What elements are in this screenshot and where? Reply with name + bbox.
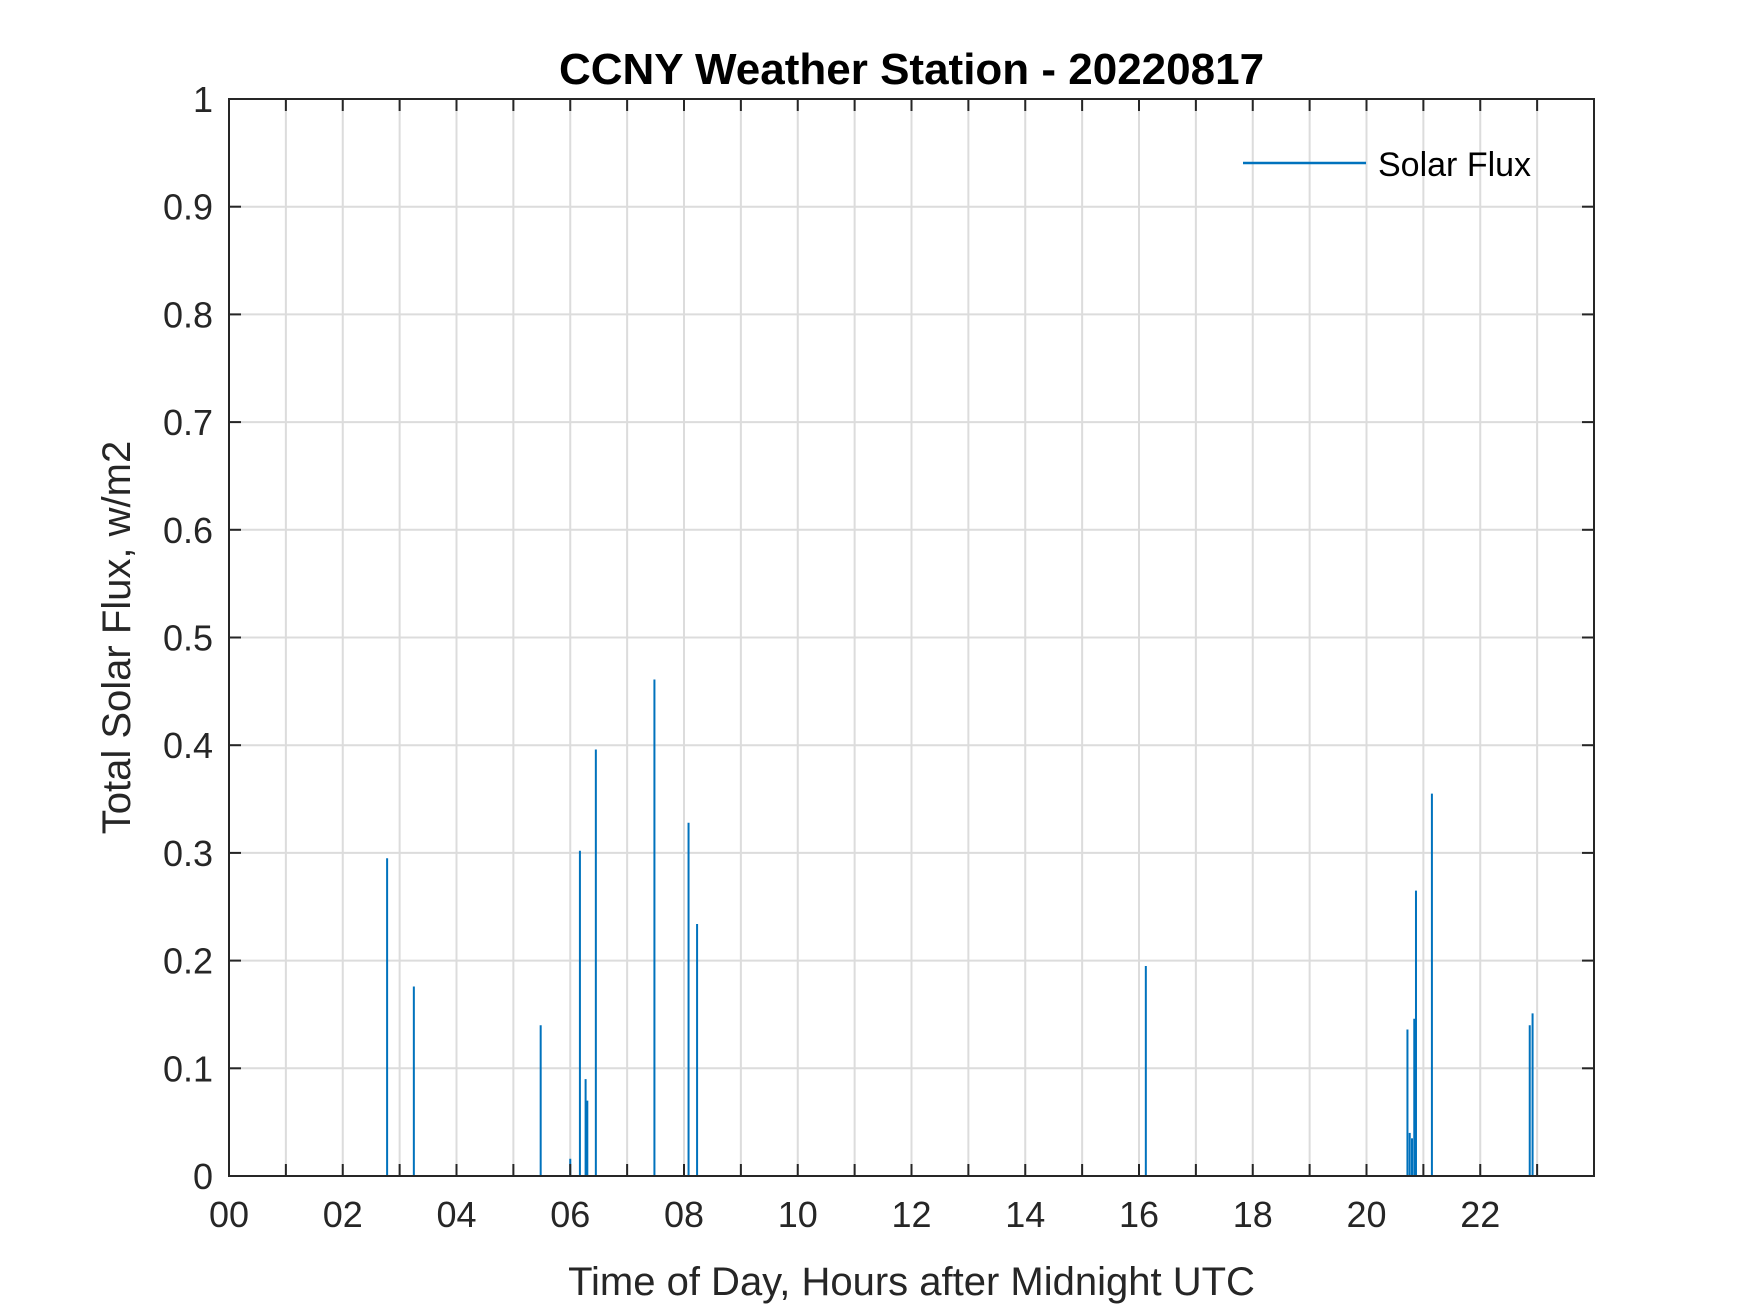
data-series xyxy=(386,679,1534,1176)
chart-title: CCNY Weather Station - 20220817 xyxy=(559,45,1264,94)
y-tick-label: 0.7 xyxy=(163,402,213,443)
legend: Solar Flux xyxy=(1243,146,1531,184)
legend-label-solar-flux: Solar Flux xyxy=(1378,146,1531,184)
y-axis-label: Total Solar Flux, w/m2 xyxy=(95,441,139,834)
y-tick-label: 0 xyxy=(193,1156,213,1197)
x-tick-label: 06 xyxy=(550,1194,590,1235)
x-tick-label: 18 xyxy=(1233,1194,1273,1235)
y-tick-label: 0.5 xyxy=(163,618,213,659)
ticks: 0 0.1 0.2 0.3 0.4 0.5 0.6 0.7 0.8 0.9 1 00 02 04 06 08 1… xyxy=(163,79,1594,1235)
y-tick-label: 0.8 xyxy=(163,294,213,335)
x-tick-label: 20 xyxy=(1346,1194,1386,1235)
x-tick-label: 08 xyxy=(664,1194,704,1235)
x-tick-label: 02 xyxy=(323,1194,363,1235)
x-axis-label: Time of Day, Hours after Midnight UTC xyxy=(568,1260,1255,1304)
y-tick-label: 0.9 xyxy=(163,187,213,228)
x-tick-label: 22 xyxy=(1460,1194,1500,1235)
x-tick-label: 16 xyxy=(1119,1194,1159,1235)
x-tick-label: 00 xyxy=(209,1194,249,1235)
x-tick-label: 14 xyxy=(1005,1194,1045,1235)
y-tick-label: 0.6 xyxy=(163,510,213,551)
y-tick-label: 1 xyxy=(193,79,213,120)
y-tick-label: 0.4 xyxy=(163,725,213,766)
y-tick-label: 0.3 xyxy=(163,833,213,874)
y-tick-label: 0.1 xyxy=(163,1048,213,1089)
x-tick-label: 10 xyxy=(778,1194,818,1235)
x-tick-label: 12 xyxy=(891,1194,931,1235)
x-tick-label: 04 xyxy=(436,1194,476,1235)
y-tick-label: 0.2 xyxy=(163,941,213,982)
grid xyxy=(229,99,1594,1176)
